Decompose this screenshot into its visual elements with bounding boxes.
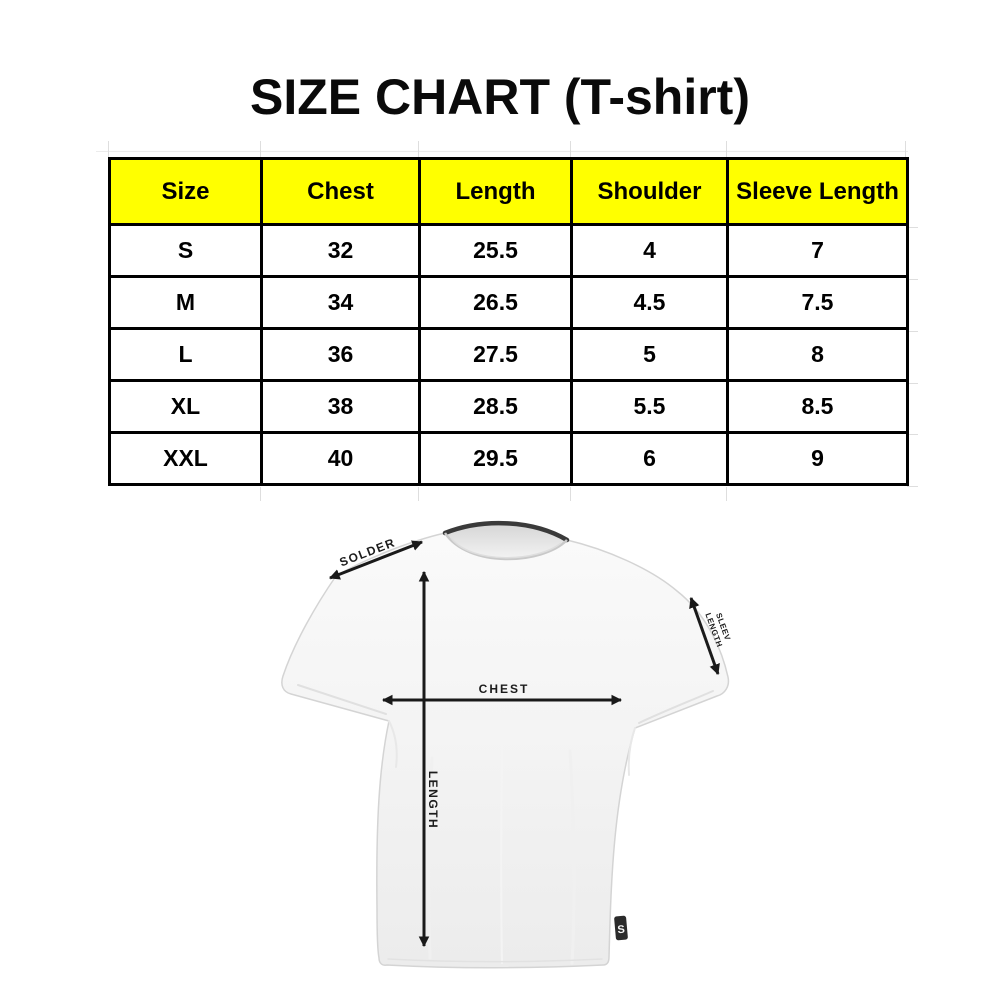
table-row: L 36 27.5 5 8: [108, 327, 909, 382]
size-cell: L: [108, 327, 263, 382]
tshirt-measurement-svg: S SOLDER CHEST LENGTH SLEEV LENGTH: [281, 520, 732, 969]
size-cell: XXL: [108, 431, 263, 486]
sleeve-length-cell: 8.5: [726, 379, 909, 434]
length-cell: 25.5: [418, 223, 573, 278]
chest-cell: 36: [260, 327, 421, 382]
size-table: Size Chest Length Shoulder Sleeve Length…: [108, 157, 909, 486]
gridline-artifact: [907, 227, 918, 228]
shoulder-cell: 4: [570, 223, 729, 278]
chest-cell: 32: [260, 223, 421, 278]
shoulder-cell: 4.5: [570, 275, 729, 330]
table-row: M 34 26.5 4.5 7.5: [108, 275, 909, 330]
brand-tag: S: [614, 915, 628, 941]
chest-cell: 38: [260, 379, 421, 434]
sleeve-arrow: [689, 596, 720, 676]
gridline-artifact: [96, 151, 908, 152]
shoulder-cell: 6: [570, 431, 729, 486]
size-cell: M: [108, 275, 263, 330]
table-row: S 32 25.5 4 7: [108, 223, 909, 278]
gridline-artifact: [907, 383, 918, 384]
length-cell: 29.5: [418, 431, 573, 486]
column-header-chest: Chest: [260, 157, 421, 226]
length-cell: 27.5: [418, 327, 573, 382]
gridline-artifact: [418, 487, 419, 501]
sleeve-length-cell: 9: [726, 431, 909, 486]
collar-ribbing: [443, 532, 568, 561]
size-table-header: Size Chest Length Shoulder Sleeve Length: [108, 157, 909, 226]
shoulder-cell: 5.5: [570, 379, 729, 434]
column-header-sleeve-length: Sleeve Length: [726, 157, 909, 226]
header-row: Size Chest Length Shoulder Sleeve Length: [108, 157, 909, 226]
gridline-artifact: [570, 487, 571, 501]
size-cell: S: [108, 223, 263, 278]
page-title: SIZE CHART (T-shirt): [250, 69, 750, 125]
gridline-artifact: [907, 279, 918, 280]
gridline-artifact: [726, 141, 727, 157]
gridline-artifact: [907, 486, 918, 487]
gridline-artifact: [726, 487, 727, 501]
neck-opening: [445, 523, 567, 560]
sleeve-length-cell: 8: [726, 327, 909, 382]
collar-band: [442, 520, 570, 543]
length-label: LENGTH: [426, 771, 440, 829]
gridline-artifact: [108, 141, 109, 157]
sleeve-length-cell: 7.5: [726, 275, 909, 330]
gridline-artifact: [907, 331, 918, 332]
chest-cell: 34: [260, 275, 421, 330]
gridline-artifact: [905, 141, 906, 157]
chest-label: CHEST: [479, 682, 530, 696]
length-cell: 28.5: [418, 379, 573, 434]
tshirt-body: [281, 532, 730, 969]
size-table-body: S 32 25.5 4 7 M 34 26.5 4.5 7.5 L 36 27.…: [108, 223, 909, 486]
collar-ribbing-inner: [450, 537, 562, 559]
column-header-length: Length: [418, 157, 573, 226]
gridline-artifact: [260, 141, 261, 157]
chest-cell: 40: [260, 431, 421, 486]
tshirt-diagram: S SOLDER CHEST LENGTH SLEEV LENGTH: [240, 513, 760, 1000]
gridline-artifact: [907, 434, 918, 435]
length-cell: 26.5: [418, 275, 573, 330]
table-row: XXL 40 29.5 6 9: [108, 431, 909, 486]
gridline-artifact: [418, 141, 419, 157]
column-header-shoulder: Shoulder: [570, 157, 729, 226]
gridline-artifact: [570, 141, 571, 157]
gridline-artifact: [260, 487, 261, 501]
column-header-size: Size: [108, 157, 263, 226]
brand-tag-letter: S: [617, 924, 625, 937]
size-cell: XL: [108, 379, 263, 434]
table-row: XL 38 28.5 5.5 8.5: [108, 379, 909, 434]
sleeve-length-cell: 7: [726, 223, 909, 278]
shoulder-cell: 5: [570, 327, 729, 382]
shoulder-arrow: [328, 540, 424, 580]
